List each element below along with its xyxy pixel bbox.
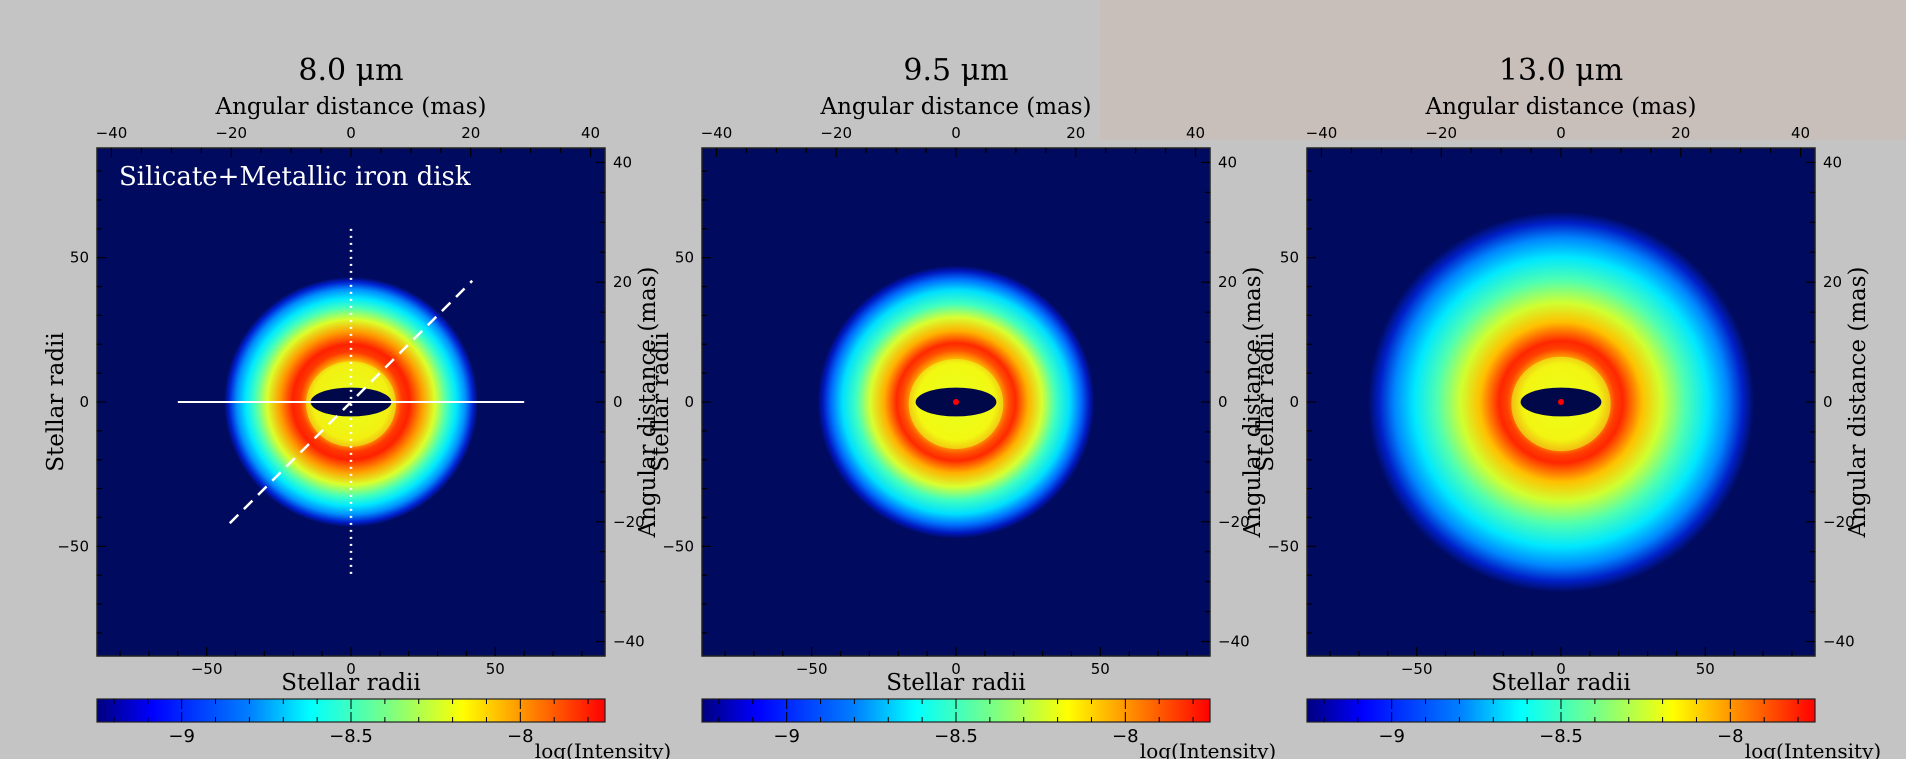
x-axis-label: Stellar radii [1491,670,1630,696]
cut-lines [177,228,525,576]
right-tick-label: 40 [1218,153,1237,171]
right-tick-label: −20 [613,513,645,531]
intensity-map [1307,148,1815,656]
x-tick-label: −50 [191,660,223,678]
top-tick-label: −40 [701,124,733,142]
top-axis-label: Angular distance (mas) [1424,94,1696,120]
panel-title: 8.0 μm [298,53,403,88]
top-axis-label: Angular distance (mas) [214,94,486,120]
x-tick-label: 0 [951,660,961,678]
panel-1: 8.0 μm Angular distance (mas) Silicate+Met… [43,53,671,759]
panel-title: 9.5 μm [903,53,1008,88]
top-tick-label: 0 [1556,124,1566,142]
y-tick-label: 0 [79,393,89,411]
x-tick-label: −50 [1401,660,1433,678]
x-tick-label: 0 [346,660,356,678]
right-tick-label: −40 [1823,633,1855,651]
colorbar-tick-label: −8 [1112,726,1139,747]
axis-ticks [97,148,605,656]
top-tick-label: 0 [951,124,961,142]
background-wash [1100,0,1906,140]
right-tick-label: −20 [1218,513,1250,531]
right-tick-label: 40 [613,153,632,171]
y-tick-label: 0 [684,393,694,411]
top-tick-label: 20 [1066,124,1085,142]
y-axis-label: Stellar radii [1253,332,1279,471]
top-tick-label: 20 [1671,124,1690,142]
right-tick-label: −40 [1218,633,1250,651]
colorbar-tick-label: −9 [1378,726,1405,747]
top-tick-label: −20 [1425,124,1457,142]
intensity-map: Silicate+Metallic iron disk [97,148,605,656]
x-tick-label: 50 [1091,660,1110,678]
panel-annotation: Silicate+Metallic iron disk [119,162,471,192]
top-tick-label: −20 [820,124,852,142]
colorbar-label: log(Intensity) [1140,739,1276,759]
top-tick-label: 40 [1186,124,1205,142]
right-tick-label: 20 [613,273,632,291]
x-tick-label: −50 [796,660,828,678]
right-axis-label: Angular distance (mas) [1845,266,1871,538]
axis-ticks [702,148,1210,656]
panel-3: 13.0 μm Angular distance (mas) −50 0 50 −50 0 5… [1253,53,1881,759]
intensity-map [702,148,1210,656]
right-tick-label: 40 [1823,153,1842,171]
colorbar-tick-label: −9 [773,726,800,747]
y-tick-label: 50 [70,249,89,267]
y-tick-label: −50 [662,537,694,555]
top-tick-label: 20 [461,124,480,142]
top-tick-label: −40 [1306,124,1338,142]
y-tick-label: −50 [1267,537,1299,555]
cut-line-dashed [228,279,474,525]
right-axis-label: Angular distance (mas) [635,266,661,538]
y-axis-label: Stellar radii [43,332,69,471]
colorbar-tick-label: −8.5 [329,726,373,747]
colorbar-label: log(Intensity) [535,739,671,759]
x-axis-label: Stellar radii [886,670,1025,696]
central-star [1558,399,1564,405]
y-tick-label: 50 [1280,249,1299,267]
colorbar-label: log(Intensity) [1745,739,1881,759]
y-tick-label: 50 [675,249,694,267]
x-axis-label: Stellar radii [281,670,420,696]
top-tick-label: −20 [215,124,247,142]
top-tick-label: 40 [581,124,600,142]
central-star [953,399,959,405]
colorbar-tick-label: −9 [168,726,195,747]
top-tick-label: 40 [1791,124,1810,142]
right-tick-label: 0 [613,393,623,411]
top-tick-label: 0 [346,124,356,142]
x-tick-label: 50 [486,660,505,678]
x-tick-label: 0 [1556,660,1566,678]
x-tick-label: 50 [1696,660,1715,678]
colorbar-tick-label: −8 [507,726,534,747]
y-tick-label: 0 [1289,393,1299,411]
right-tick-label: 0 [1218,393,1228,411]
panel-title: 13.0 μm [1499,53,1623,88]
panel-2: 9.5 μm Angular distance (mas) −50 0 50 −50 0 50… [648,53,1276,759]
right-tick-label: 20 [1218,273,1237,291]
colorbar-tick-label: −8.5 [1539,726,1583,747]
right-axis-label: Angular distance (mas) [1240,266,1266,538]
right-tick-label: −40 [613,633,645,651]
y-axis-label: Stellar radii [648,332,674,471]
colorbar-tick-label: −8 [1717,726,1744,747]
colorbar-tick-label: −8.5 [934,726,978,747]
top-tick-label: −40 [96,124,128,142]
right-tick-label: 20 [1823,273,1842,291]
right-tick-label: 0 [1823,393,1833,411]
right-tick-label: −20 [1823,513,1855,531]
axis-ticks [1307,148,1815,656]
top-axis-label: Angular distance (mas) [819,94,1091,120]
y-tick-label: −50 [57,537,89,555]
